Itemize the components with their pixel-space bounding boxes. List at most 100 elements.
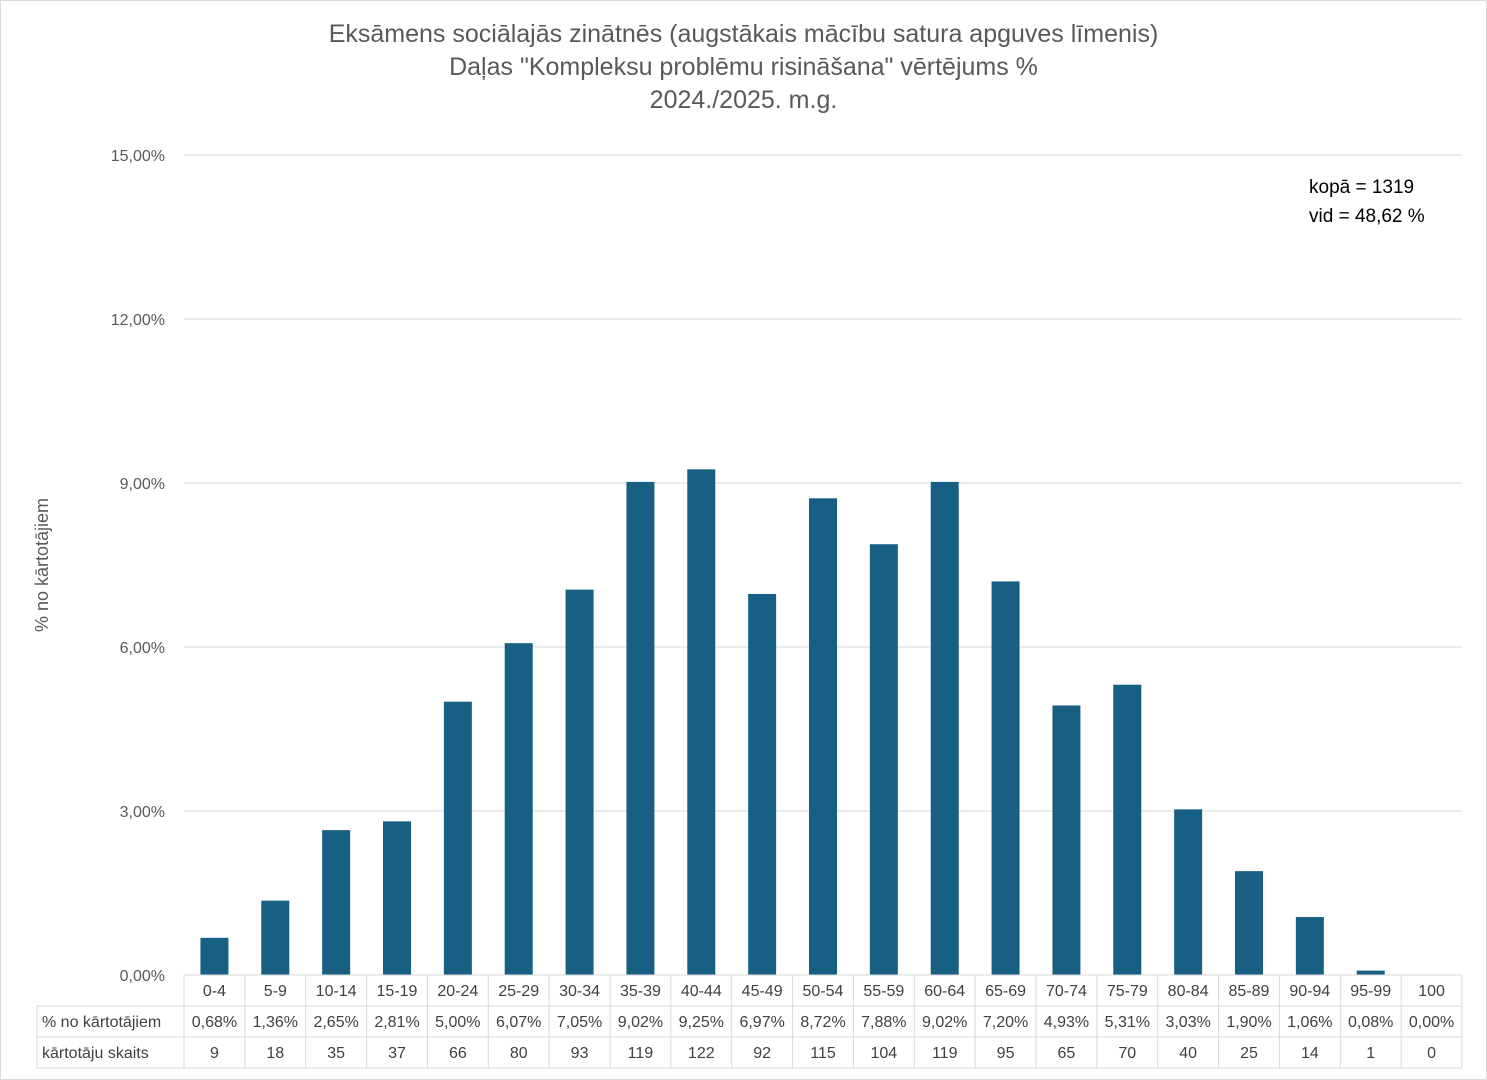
x-tick-label: 50-54: [803, 983, 844, 1000]
chart-title: Eksāmens sociālajās zinātnēs (augstākais…: [0, 18, 1487, 117]
table-cell: 8,72%: [800, 1014, 845, 1031]
table-cell: 0,08%: [1348, 1014, 1393, 1031]
chart-title-line-3: 2024./2025. m.g.: [649, 86, 838, 114]
x-tick-label: 100: [1418, 983, 1445, 1000]
table-row-label: % no kārtotājiem: [42, 1014, 161, 1031]
table-cell: 119: [628, 1045, 654, 1062]
table-cell: 93: [571, 1045, 589, 1062]
x-tick-label: 20-24: [437, 983, 478, 1000]
table-cell: 80: [510, 1045, 528, 1062]
table-cell: 92: [753, 1045, 771, 1062]
summary-annotation: kopā = 1319: [1309, 177, 1414, 198]
bar: [322, 830, 351, 975]
x-tick-label: 75-79: [1107, 983, 1148, 1000]
table-cell: 14: [1301, 1045, 1319, 1062]
table-cell: 65: [1058, 1045, 1076, 1062]
y-tick-label: 15,00%: [111, 148, 165, 165]
bar: [991, 581, 1020, 975]
x-tick-label: 70-74: [1046, 983, 1087, 1000]
table-cell: 0,00%: [1409, 1014, 1454, 1031]
table-cell: 5,31%: [1105, 1014, 1150, 1031]
chart-title-line-2: Daļas "Kompleksu problēmu risināšana" vē…: [449, 53, 1038, 81]
x-tick-label: 30-34: [559, 983, 600, 1000]
table-cell: 104: [871, 1045, 898, 1062]
bar: [1174, 809, 1203, 975]
table-cell: 9,02%: [618, 1014, 663, 1031]
x-tick-label: 55-59: [863, 983, 904, 1000]
table-cell: 2,65%: [313, 1014, 358, 1031]
table-cell: 0: [1427, 1045, 1436, 1062]
table-cell: 40: [1179, 1045, 1197, 1062]
bar: [869, 544, 898, 975]
x-tick-label: 25-29: [498, 983, 539, 1000]
x-tick-label: 85-89: [1229, 983, 1270, 1000]
x-tick-label: 35-39: [620, 983, 661, 1000]
bar: [383, 821, 411, 975]
y-tick-label: 0,00%: [120, 968, 165, 985]
table-cell: 70: [1118, 1045, 1136, 1062]
table-cell: 5,00%: [435, 1014, 480, 1031]
table-cell: 0,68%: [192, 1014, 237, 1031]
bar: [809, 498, 837, 975]
bar: [687, 469, 716, 975]
table-cell: 95: [997, 1045, 1015, 1062]
table-cell: 115: [810, 1045, 836, 1062]
x-tick-label: 0-4: [203, 983, 226, 1000]
table-cell: 6,97%: [739, 1014, 784, 1031]
bar-layer: [200, 469, 1385, 975]
table-cell: 3,03%: [1165, 1014, 1210, 1031]
table-cell: 37: [388, 1045, 406, 1062]
x-tick-label: 80-84: [1168, 983, 1209, 1000]
x-tick-label: 60-64: [924, 983, 965, 1000]
table-cell: 66: [449, 1045, 467, 1062]
x-tick-label: 90-94: [1289, 983, 1330, 1000]
bar: [200, 937, 229, 975]
table-cell: 7,20%: [983, 1014, 1028, 1031]
label-layer: 0,00% 3,00% 6,00% 9,00% 12,00% 15,00% % no kār…: [32, 148, 1425, 985]
table-cell: 4,93%: [1044, 1014, 1089, 1031]
table-cell: 9,25%: [679, 1014, 724, 1031]
table-cell: 9,02%: [922, 1014, 967, 1031]
table-cell: 1,36%: [253, 1014, 298, 1031]
data-table: 0-4 5-9 10-14 15-19 20-24 25-29 30-34 35-39 40-4…: [36, 974, 1463, 1069]
table-cell: 7,05%: [557, 1014, 602, 1031]
table-cell: 6,07%: [496, 1014, 541, 1031]
table-cell: 18: [266, 1045, 284, 1062]
chart-title-line-1: Eksāmens sociālajās zinātnēs (augstākais…: [328, 20, 1159, 48]
table-cell: 1,90%: [1226, 1014, 1271, 1031]
table-cell: 119: [932, 1045, 958, 1062]
x-tick-label: 15-19: [377, 983, 418, 1000]
bar: [626, 481, 655, 975]
x-tick-label: 10-14: [316, 983, 357, 1000]
table-cell: 1: [1366, 1045, 1375, 1062]
table-cell: 7,88%: [861, 1014, 906, 1031]
x-tick-label: 95-99: [1350, 983, 1391, 1000]
bar: [565, 589, 594, 975]
bar: [748, 593, 777, 975]
x-tick-label: 40-44: [681, 983, 722, 1000]
y-tick-label: 3,00%: [120, 804, 165, 821]
x-tick-label: 45-49: [742, 983, 783, 1000]
bar: [1295, 917, 1324, 975]
x-tick-label: 65-69: [985, 983, 1026, 1000]
bar: [261, 900, 290, 975]
bar: [1356, 970, 1385, 975]
bar: [443, 701, 472, 975]
y-tick-label: 12,00%: [111, 312, 165, 329]
bar: [504, 643, 533, 975]
table-cell: 25: [1240, 1045, 1258, 1062]
bar: [1052, 705, 1081, 975]
table-cell: 122: [688, 1045, 715, 1062]
table-row-label: kārtotāju skaits: [42, 1045, 149, 1062]
table-cell: 9: [210, 1045, 219, 1062]
table-cell: 35: [327, 1045, 345, 1062]
table-cell: 1,06%: [1287, 1014, 1332, 1031]
bar: [1113, 684, 1142, 975]
bar: [1235, 871, 1263, 975]
y-axis-label: % no kārtotājiem: [32, 498, 52, 632]
bar: [930, 481, 959, 975]
summary-annotation: vid = 48,62 %: [1309, 206, 1425, 227]
table-cell: 2,81%: [374, 1014, 419, 1031]
x-tick-label: 5-9: [264, 983, 287, 1000]
